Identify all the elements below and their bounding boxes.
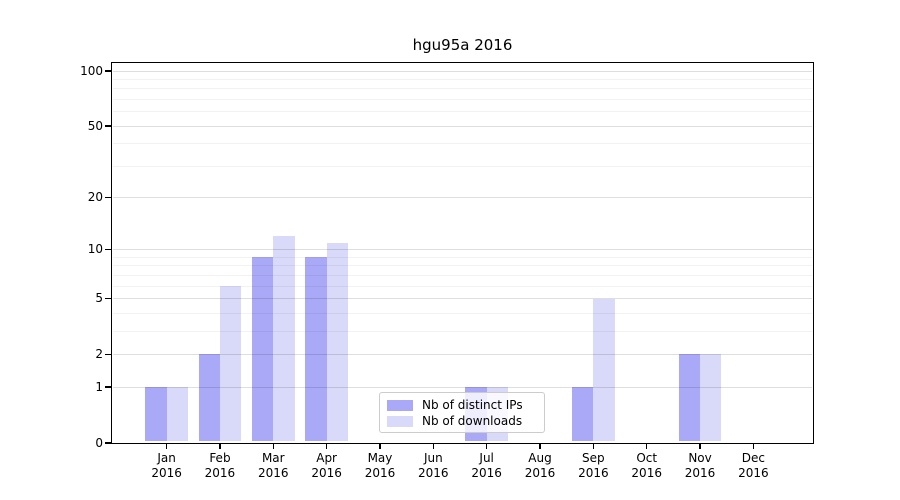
y-tick-label-10: 10	[87, 242, 103, 257]
y-gridline-minor-80	[113, 88, 812, 90]
y-tick-20	[105, 196, 111, 199]
legend-entry-nb-of-distinct-ips: Nb of distinct IPs	[387, 397, 537, 413]
y-gridline-minor-70	[113, 98, 812, 100]
y-gridline-minor-9	[113, 256, 812, 258]
y-gridline-50	[113, 125, 812, 127]
y-tick-label-2: 2	[95, 346, 103, 361]
legend: Nb of distinct IPs Nb of downloads	[379, 392, 545, 433]
x-tick-nov	[699, 443, 701, 449]
x-tick-may	[379, 443, 381, 449]
x-tick-label-mar: Mar 2016	[258, 451, 289, 480]
x-tick-feb	[219, 443, 221, 449]
bar-nb-of-downloads-nov	[700, 354, 722, 442]
legend-swatch-nb-of-distinct-ips	[387, 399, 413, 411]
x-tick-label-feb: Feb 2016	[204, 451, 236, 480]
x-tick-dec	[752, 443, 755, 449]
legend-label-nb-of-distinct-ips: Nb of distinct IPs	[422, 398, 523, 412]
y-tick-label-1: 1	[95, 379, 103, 394]
plot-area	[111, 62, 814, 444]
y-gridline-minor-4	[113, 312, 812, 314]
y-gridline-minor-6	[113, 285, 812, 287]
y-tick-1	[105, 386, 111, 388]
bar-nb-of-downloads-feb	[219, 286, 242, 442]
y-tick-0	[105, 442, 111, 444]
x-tick-sep	[592, 443, 595, 449]
y-gridline-100	[113, 70, 812, 72]
y-tick-label-20: 20	[87, 190, 103, 205]
x-tick-label-jul: Jul 2016	[471, 451, 502, 480]
y-gridline-2	[113, 353, 812, 355]
y-tick-5	[105, 297, 111, 300]
y-gridline-minor-3	[113, 330, 812, 332]
x-tick-mar	[272, 443, 275, 449]
y-tick-label-0: 0	[95, 435, 103, 450]
y-tick-label-50: 50	[87, 118, 103, 133]
x-tick-aug	[539, 443, 541, 449]
x-tick-label-aug: Aug 2016	[524, 451, 556, 480]
x-tick-label-may: May 2016	[364, 451, 396, 480]
y-gridline-minor-7	[113, 274, 812, 276]
y-tick-100	[105, 70, 111, 72]
chart-title: hgu95a 2016	[412, 36, 513, 54]
x-tick-label-jan: Jan 2016	[151, 451, 182, 480]
y-tick-label-5: 5	[95, 291, 103, 306]
y-gridline-minor-30	[113, 165, 812, 167]
y-gridline-20	[113, 197, 812, 199]
x-tick-oct	[645, 443, 648, 449]
x-tick-jan	[165, 443, 168, 449]
bar-nb-of-distinct-ips-mar	[251, 257, 274, 442]
bar-nb-of-downloads-mar	[273, 236, 295, 442]
y-gridline-minor-8	[113, 265, 812, 267]
y-tick-label-100: 100	[80, 63, 103, 78]
y-tick-50	[105, 125, 111, 127]
bar-nb-of-distinct-ips-nov	[678, 354, 701, 442]
bar-nb-of-downloads-jan	[166, 387, 188, 442]
y-gridline-minor-60	[113, 111, 812, 113]
y-gridline-5	[113, 298, 812, 300]
y-gridline-minor-40	[113, 143, 812, 145]
y-tick-2	[105, 353, 111, 356]
y-gridline-minor-90	[113, 78, 812, 80]
legend-label-nb-of-downloads: Nb of downloads	[422, 414, 523, 428]
bar-nb-of-distinct-ips-jan	[145, 387, 167, 442]
y-gridline-1	[113, 386, 812, 388]
bar-nb-of-distinct-ips-apr	[305, 257, 327, 442]
bar-nb-of-distinct-ips-feb	[198, 354, 220, 442]
x-tick-label-apr: Apr 2016	[311, 451, 342, 480]
bar-nb-of-distinct-ips-sep	[572, 387, 594, 442]
x-tick-label-oct: Oct 2016	[631, 451, 662, 480]
x-tick-label-jun: Jun 2016	[418, 451, 449, 480]
bar-nb-of-downloads-apr	[326, 242, 348, 442]
y-gridline-10	[113, 249, 812, 251]
legend-swatch-nb-of-downloads	[387, 415, 413, 427]
legend-entry-nb-of-downloads: Nb of downloads	[387, 413, 537, 429]
y-tick-10	[105, 248, 111, 251]
x-tick-apr	[325, 443, 328, 449]
x-tick-label-dec: Dec 2016	[738, 451, 769, 480]
bar-nb-of-downloads-sep	[593, 298, 615, 442]
x-tick-label-nov: Nov 2016	[684, 451, 716, 480]
x-tick-label-sep: Sep 2016	[578, 451, 609, 480]
x-tick-jun	[432, 443, 435, 449]
x-tick-jul	[485, 443, 488, 449]
